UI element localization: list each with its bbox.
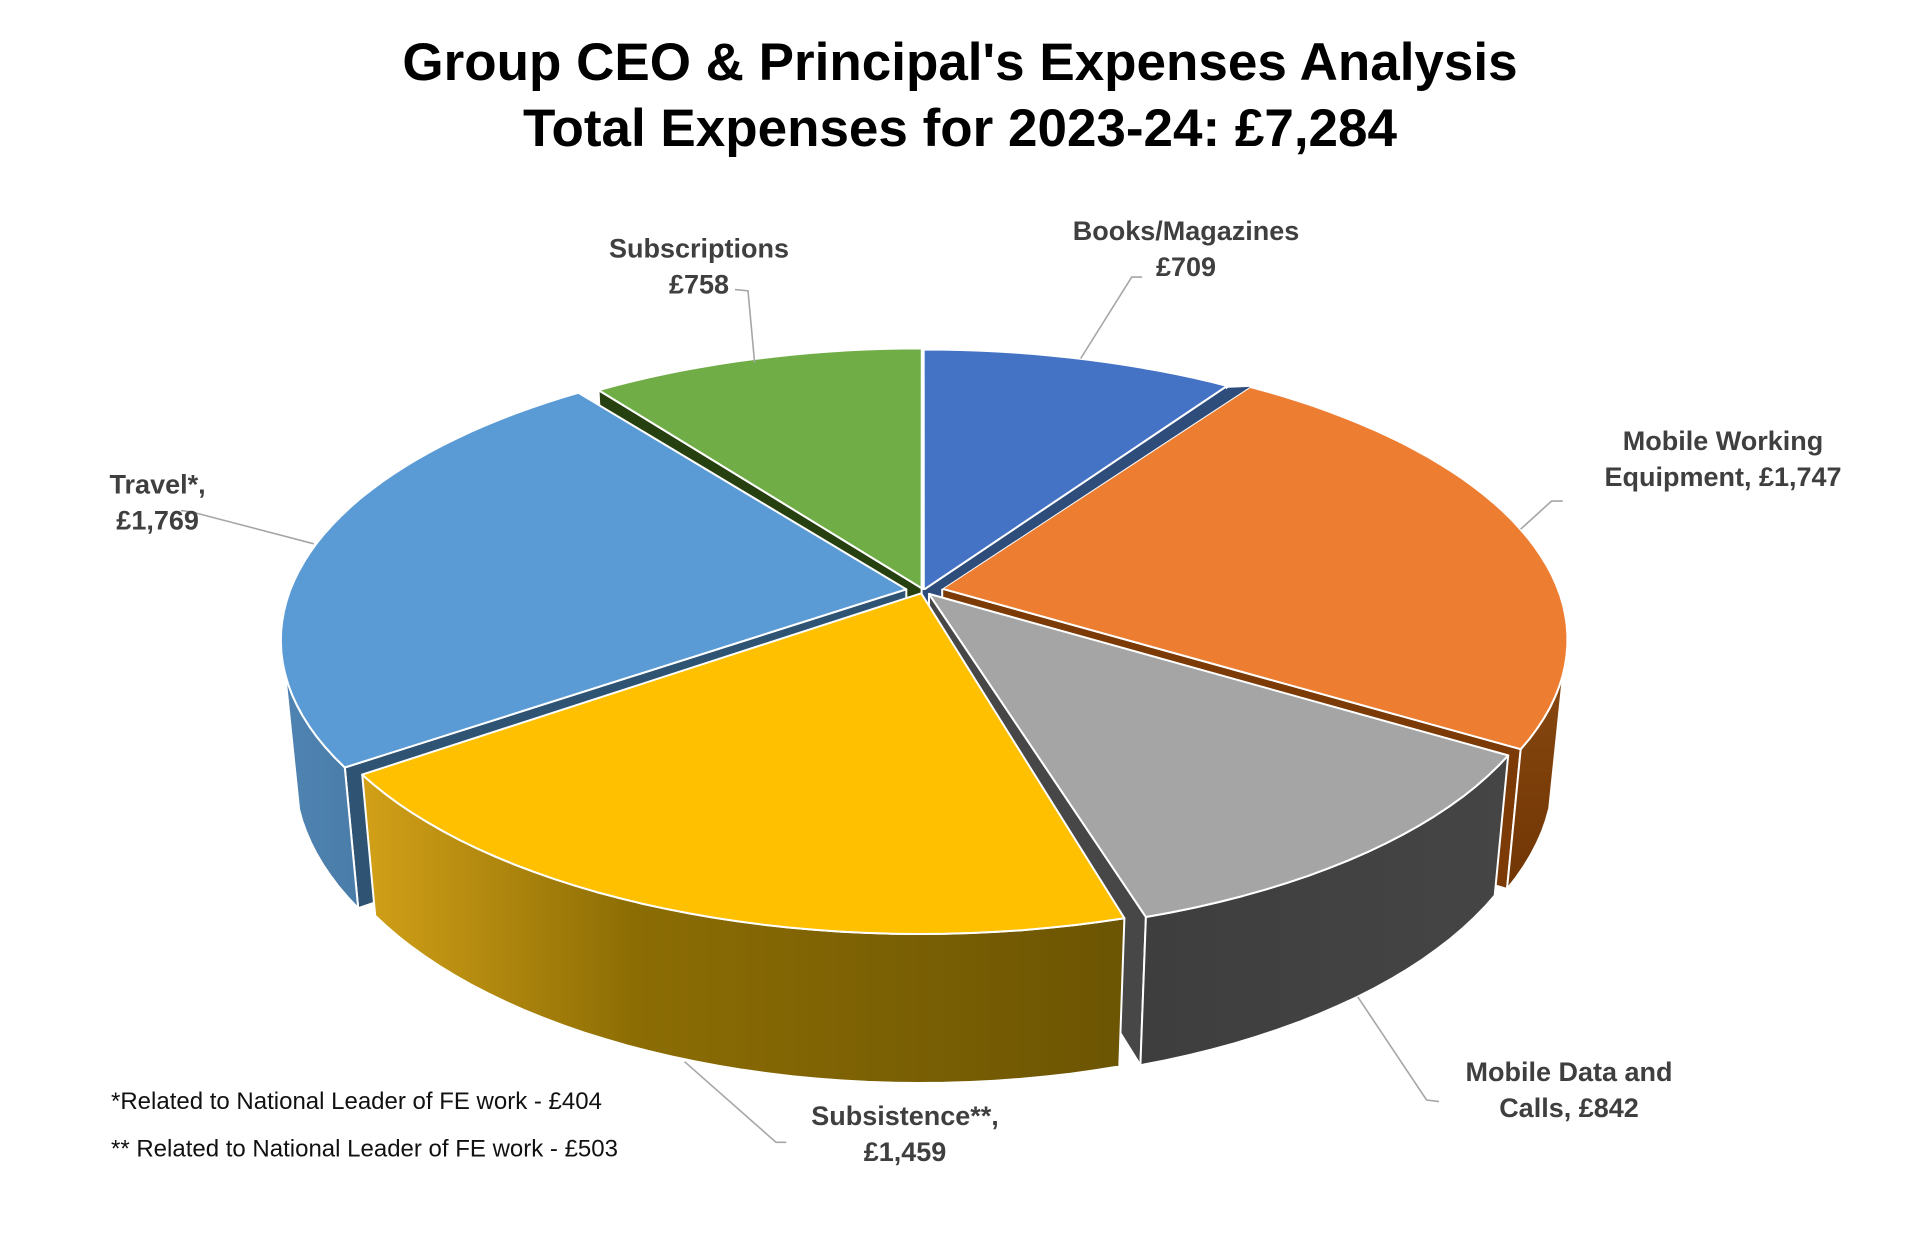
svg-text:£758: £758	[669, 270, 729, 300]
svg-text:£1,769: £1,769	[116, 505, 199, 535]
svg-text:** Related to National Leader: ** Related to National Leader of FE work…	[111, 1136, 618, 1163]
svg-text:£709: £709	[1156, 252, 1216, 282]
svg-text:Mobile Data and: Mobile Data and	[1465, 1057, 1672, 1087]
svg-text:Group CEO & Principal's Expens: Group CEO & Principal's Expenses Analysi…	[402, 33, 1517, 92]
svg-text:Books/Magazines: Books/Magazines	[1073, 216, 1300, 246]
svg-text:Total Expenses for 2023-24: £7: Total Expenses for 2023-24: £7,284	[523, 99, 1397, 158]
svg-text:Equipment, £1,747: Equipment, £1,747	[1604, 462, 1841, 492]
svg-text:*Related to National Leader of: *Related to National Leader of FE work -…	[111, 1088, 602, 1115]
svg-text:Travel*,: Travel*,	[110, 469, 206, 499]
svg-text:£1,459: £1,459	[864, 1137, 947, 1167]
svg-text:Calls, £842: Calls, £842	[1499, 1093, 1639, 1123]
svg-text:Mobile Working: Mobile Working	[1623, 426, 1824, 456]
svg-text:Subsistence**,: Subsistence**,	[811, 1101, 999, 1131]
svg-text:Subscriptions: Subscriptions	[609, 234, 789, 264]
